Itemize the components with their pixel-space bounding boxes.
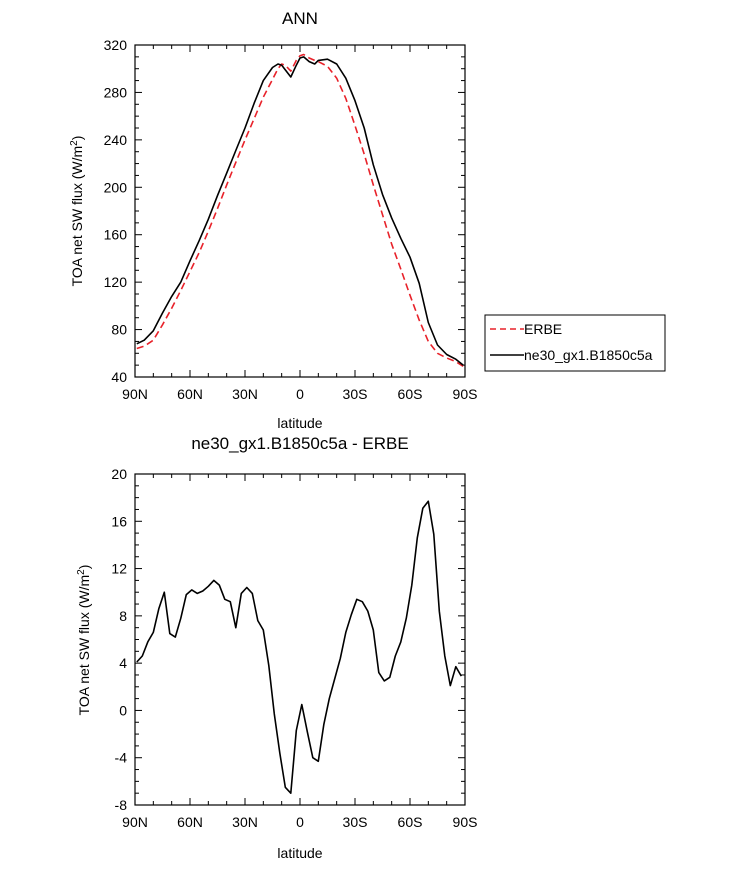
flux-y-tick-label: 200 (104, 179, 128, 195)
flux-series-line-1 (136, 53, 464, 367)
flux-y-axis-label-sup: 2 (69, 140, 80, 146)
flux-y-tick-label: 80 (111, 322, 127, 338)
legend-label-erbe: ERBE (524, 321, 562, 337)
difference-y-tick-label: 0 (119, 702, 127, 718)
flux-y-axis-label-main: TOA net SW flux (W/m (69, 146, 85, 287)
flux-x-tick-label: 0 (296, 386, 304, 402)
flux-x-tick-label: 60S (398, 386, 423, 402)
flux-plot-area: 90N 60N 30N 0 30S 60S 90S 40 80 120 160 200 240 280 32… (104, 37, 478, 402)
difference-y-tick-label: 20 (111, 466, 127, 482)
difference-y-tick-label: 8 (119, 608, 127, 624)
difference-y-axis-label: TOA net SW flux (W/m2) (76, 565, 93, 716)
difference-y-axis-label-sup: 2 (76, 569, 87, 575)
flux-series-line-2 (136, 56, 464, 366)
difference-chart-title: ne30_gx1.B1850c5a - ERBE (191, 434, 408, 453)
difference-y-tick-label: -4 (115, 750, 128, 766)
difference-plot-area: 90N 60N 30N 0 30S 60S 90S -8 -4 0 4 8 12 16 20 (111, 466, 477, 830)
legend-box (484, 314, 666, 372)
difference-y-tick-label: 4 (119, 655, 127, 671)
flux-y-tick-label: 240 (104, 132, 128, 148)
flux-chart-title: ANN (282, 9, 318, 28)
flux-y-tick-label: 320 (104, 37, 128, 53)
difference-x-tick-label: 60N (177, 814, 203, 830)
flux-y-tick-label: 160 (104, 227, 128, 243)
difference-series-line-1 (136, 500, 462, 794)
difference-y-tick-label: -8 (115, 797, 128, 813)
difference-y-tick-label: 12 (111, 561, 127, 577)
flux-y-tick-label: 40 (111, 369, 127, 385)
difference-x-tick-label: 0 (296, 814, 304, 830)
difference-x-tick-label: 60S (398, 814, 423, 830)
difference-plot-frame (134, 473, 466, 806)
difference-x-tick-label: 30S (343, 814, 368, 830)
flux-x-tick-label: 30N (232, 386, 258, 402)
legend-label-model: ne30_gx1.B1850c5a (524, 347, 653, 363)
difference-chart: ne30_gx1.B1850c5a - ERBE 90N 60N 30N 0 30S 60… (76, 434, 478, 861)
flux-x-axis-label: latitude (277, 415, 322, 431)
flux-x-tick-label: 90N (122, 386, 148, 402)
difference-y-axis-label-suffix: ) (76, 565, 92, 570)
flux-x-tick-label: 60N (177, 386, 203, 402)
difference-y-axis-label-main: TOA net SW flux (W/m (76, 575, 92, 716)
difference-x-tick-label: 30N (232, 814, 258, 830)
difference-x-tick-label: 90S (453, 814, 478, 830)
difference-x-axis-label: latitude (277, 845, 322, 861)
legend: ERBE ne30_gx1.B1850c5a (484, 314, 666, 372)
difference-x-tick-label: 90N (122, 814, 148, 830)
difference-y-tick-label: 16 (111, 513, 127, 529)
flux-y-axis-label-suffix: ) (69, 136, 85, 141)
flux-plot-frame (134, 44, 466, 378)
flux-y-tick-label: 120 (104, 274, 128, 290)
flux-y-axis-label: TOA net SW flux (W/m2) (69, 136, 86, 287)
flux-chart: ANN 90N 60N 30N 0 30S 60S 90S 40 80 120 160 200 240 2… (69, 9, 666, 431)
flux-x-tick-label: 30S (343, 386, 368, 402)
flux-x-tick-label: 90S (453, 386, 478, 402)
flux-y-tick-label: 280 (104, 84, 128, 100)
